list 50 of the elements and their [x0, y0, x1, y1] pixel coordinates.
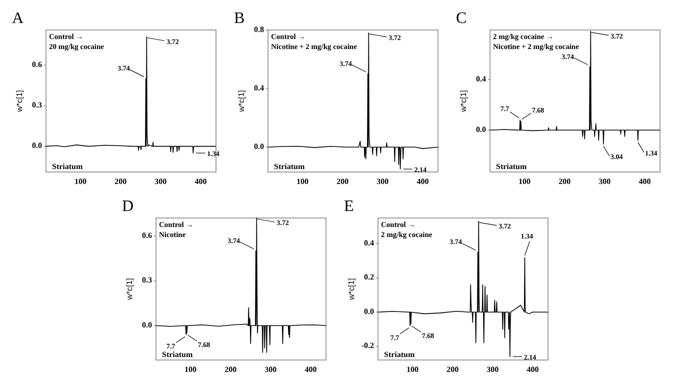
y-axis-title: w*c[1]	[125, 278, 134, 301]
y-axis-title: w*c[1]	[459, 90, 468, 113]
annotation: Striatum	[384, 350, 415, 359]
annotation: Striatum	[496, 162, 527, 171]
x-tick-label: 400	[638, 177, 651, 186]
chart-title: E	[344, 198, 354, 215]
chart-title: A	[12, 10, 24, 27]
x-tick-label: 300	[376, 177, 389, 186]
y-tick-label: 0.0	[364, 306, 374, 316]
x-tick-label: 100	[184, 365, 196, 374]
y-tick-label: -0.2	[361, 341, 374, 350]
y-axis-title: w*c[1]	[15, 90, 24, 113]
y-axis-title: w*c[1]	[237, 90, 246, 113]
chart-title: B	[234, 10, 245, 27]
y-tick-label: 0.4	[476, 74, 486, 84]
x-tick-label: 400	[194, 177, 207, 186]
x-tick-label: 300	[154, 177, 167, 186]
y-tick-label: 0.3	[142, 276, 152, 285]
y-tick-label: 0.0	[254, 142, 264, 151]
x-tick-label: 400	[416, 177, 429, 186]
y-tick-label: 0.4	[254, 83, 264, 92]
y-axis-title: w*c[1]	[347, 278, 356, 301]
chart-title: C	[456, 10, 467, 27]
annotation: Striatum	[274, 162, 305, 171]
x-tick-label: 200	[558, 177, 571, 186]
annotation: Striatum	[162, 350, 193, 359]
y-tick-label: 0.6	[32, 60, 42, 70]
x-tick-label: 200	[224, 365, 237, 374]
y-tick-label: 0.2	[364, 272, 374, 282]
y-tick-label: 0.0	[32, 141, 42, 150]
y-tick-label: 0.0	[476, 124, 486, 134]
x-tick-label: 100	[296, 177, 308, 186]
x-tick-label: 300	[598, 177, 611, 186]
x-tick-label: 300	[264, 365, 277, 374]
x-tick-label: 100	[518, 177, 530, 186]
x-tick-label: 400	[526, 365, 539, 374]
x-tick-label: 200	[114, 177, 127, 186]
x-tick-label: 300	[486, 365, 499, 374]
y-tick-label: 0.6	[142, 230, 152, 240]
y-tick-label: 0.0	[142, 320, 152, 330]
y-tick-label: 0.8	[254, 24, 264, 34]
x-tick-label: 100	[406, 365, 418, 374]
chart-title: D	[122, 198, 134, 215]
y-tick-label: 0.3	[32, 100, 42, 110]
x-tick-label: 400	[304, 365, 317, 374]
x-tick-label: 200	[336, 177, 349, 186]
x-tick-label: 100	[74, 177, 86, 186]
annotation: Striatum	[52, 162, 83, 171]
y-tick-label: 0.4	[364, 238, 374, 248]
x-tick-label: 200	[446, 365, 459, 374]
